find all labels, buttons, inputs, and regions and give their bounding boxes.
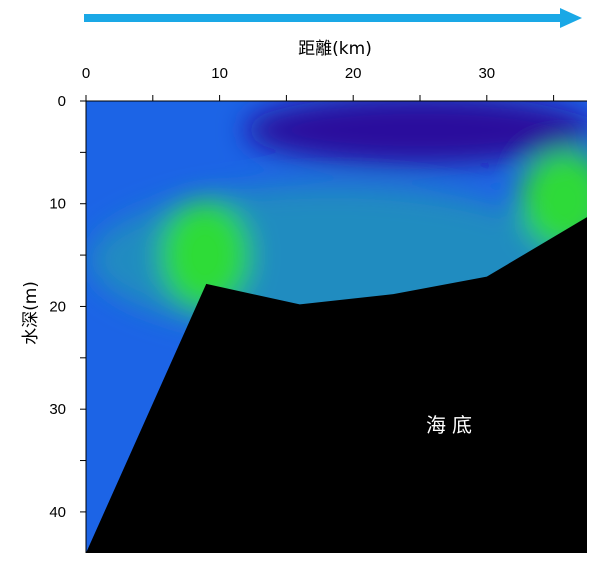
heatmap-field [86, 101, 587, 553]
y-tick-label: 40 [49, 504, 66, 521]
direction-arrow [84, 8, 582, 28]
y-tick-label: 0 [58, 93, 66, 110]
y-axis-title: 水深(m) [21, 281, 41, 345]
x-tick-label: 30 [478, 65, 495, 82]
seabed-area [86, 217, 587, 553]
seabed-label: 海底 [426, 413, 478, 437]
y-tick-label: 10 [49, 196, 66, 213]
y-axis: 0 10 20 30 40 [49, 93, 87, 553]
y-tick-label: 20 [49, 298, 66, 315]
x-tick-label: 20 [345, 65, 362, 82]
x-axis: 0 10 20 30 [82, 65, 587, 102]
y-tick-label: 30 [49, 401, 66, 418]
x-tick-label: 10 [211, 65, 228, 82]
x-axis-title: 距離(km) [298, 39, 372, 59]
x-tick-label: 0 [82, 65, 90, 82]
